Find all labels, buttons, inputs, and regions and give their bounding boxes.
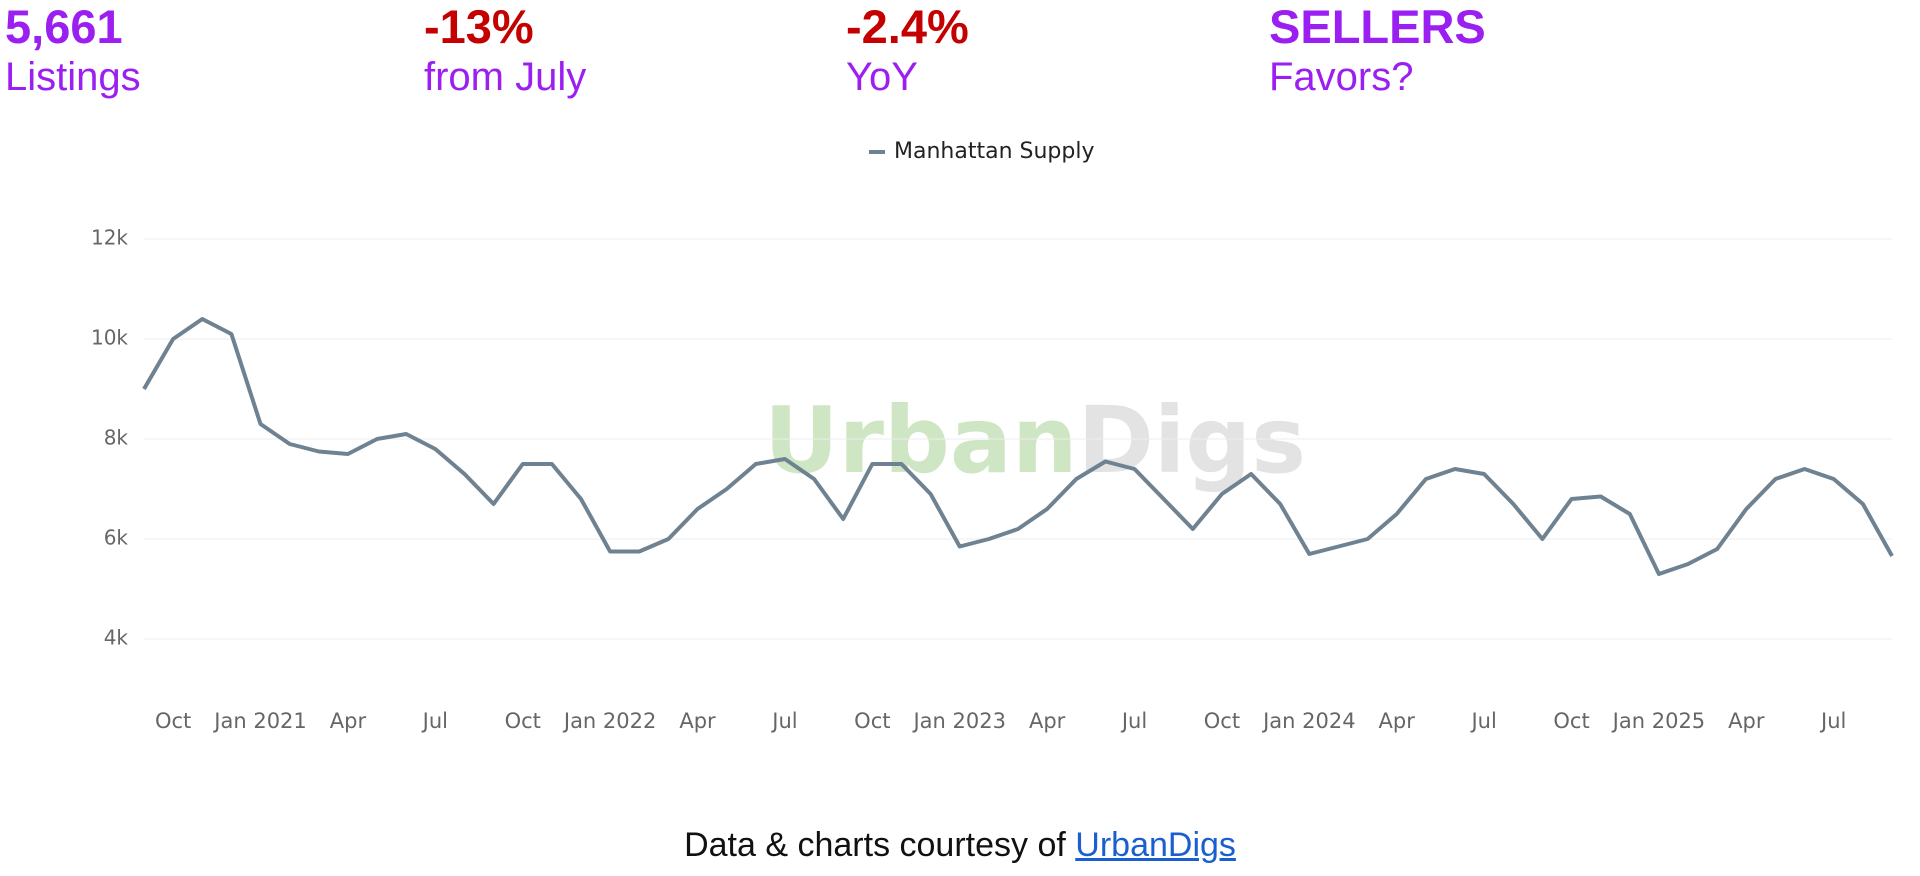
chart: UrbanDigs 4k 6k 8k 10k 12k Oct Jan 2021 Apr Jul Oc… bbox=[91, 139, 1894, 733]
footer-text: Data & charts courtesy of bbox=[684, 826, 1066, 864]
x-tick-label: Apr bbox=[330, 709, 367, 733]
x-tick-label: Apr bbox=[1379, 709, 1416, 733]
stat: -13% from July bbox=[424, 0, 586, 100]
y-tick-label: 8k bbox=[104, 426, 129, 450]
x-tick-label: Oct bbox=[505, 709, 541, 733]
x-tick-label: Jul bbox=[770, 709, 797, 733]
x-tick-label: Oct bbox=[1553, 709, 1589, 733]
x-tick-label: Oct bbox=[854, 709, 890, 733]
x-tick-label: Jan 2024 bbox=[1261, 709, 1356, 733]
stat: -2.4% YoY bbox=[846, 0, 969, 100]
x-tick-label: Jul bbox=[421, 709, 448, 733]
x-tick-label: Jan 2025 bbox=[1611, 709, 1706, 733]
stat-label: Favors? bbox=[1269, 55, 1414, 99]
x-tick-label: Oct bbox=[155, 709, 191, 733]
stat: 5,661 Listings bbox=[5, 0, 141, 100]
x-tick-label: Jan 2021 bbox=[212, 709, 307, 733]
y-tick-label: 10k bbox=[91, 326, 128, 350]
legend-label: Manhattan Supply bbox=[894, 139, 1094, 164]
y-tick-label: 4k bbox=[104, 626, 129, 650]
line bbox=[142, 317, 1894, 576]
stat-value: 5,661 bbox=[5, 0, 123, 53]
x-tick-label: Jan 2022 bbox=[562, 709, 657, 733]
x-tick-label: Apr bbox=[1728, 709, 1765, 733]
stat-label: from July bbox=[424, 55, 587, 99]
y-tick-label: 12k bbox=[91, 226, 128, 250]
x-tick-label: Jul bbox=[1120, 709, 1147, 733]
watermark-part: Urban bbox=[764, 387, 1078, 494]
x-tick-label: Jan 2023 bbox=[911, 709, 1006, 733]
footer-link[interactable]: UrbanDigs bbox=[1075, 826, 1236, 864]
stat: SELLERS Favors? bbox=[1269, 0, 1486, 100]
stat-value: SELLERS bbox=[1269, 0, 1486, 53]
stat-value: -13% bbox=[424, 0, 534, 53]
watermark: UrbanDigs bbox=[764, 387, 1306, 494]
x-tick-label: Oct bbox=[1204, 709, 1240, 733]
stat-value: -2.4% bbox=[846, 0, 969, 53]
x-tick-label: Apr bbox=[1029, 709, 1066, 733]
x-tick-label: Apr bbox=[679, 709, 716, 733]
watermark-part: Digs bbox=[1077, 387, 1306, 494]
x-tick-label: Jul bbox=[1469, 709, 1496, 733]
footer: Data & charts courtesy of UrbanDigs bbox=[0, 826, 1920, 865]
x-tick-label: Jul bbox=[1819, 709, 1846, 733]
y-tick-label: 6k bbox=[104, 526, 129, 550]
stat-label: Listings bbox=[5, 55, 141, 99]
stat-label: YoY bbox=[846, 55, 918, 99]
